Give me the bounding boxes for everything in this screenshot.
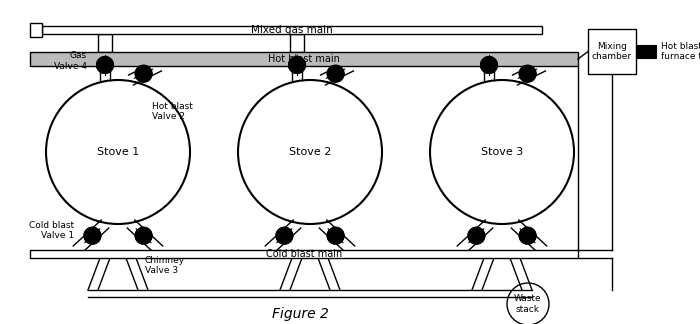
Polygon shape — [332, 65, 344, 81]
Polygon shape — [87, 227, 101, 242]
Polygon shape — [519, 66, 531, 82]
Text: Cold blast
Valve 1: Cold blast Valve 1 — [29, 221, 74, 240]
Polygon shape — [481, 65, 497, 73]
Bar — [30, 250, 578, 258]
Bar — [588, 29, 636, 74]
Polygon shape — [135, 66, 147, 82]
Bar — [30, 23, 42, 37]
Polygon shape — [135, 227, 149, 242]
Text: Mixing
chamber: Mixing chamber — [592, 42, 632, 61]
Bar — [30, 52, 578, 66]
Bar — [636, 45, 656, 58]
Text: Stove 2: Stove 2 — [289, 147, 331, 157]
Text: Figure 2: Figure 2 — [272, 307, 328, 321]
Polygon shape — [328, 227, 342, 242]
Polygon shape — [524, 65, 536, 81]
Polygon shape — [140, 65, 152, 81]
Polygon shape — [522, 230, 536, 244]
Polygon shape — [481, 57, 497, 65]
Text: Hot blast
Valve 2: Hot blast Valve 2 — [152, 102, 193, 121]
Polygon shape — [276, 230, 290, 244]
Text: Chimney
Valve 3: Chimney Valve 3 — [145, 256, 185, 275]
Polygon shape — [97, 65, 113, 73]
Bar — [42, 26, 542, 34]
Polygon shape — [519, 227, 533, 242]
Text: Waste
stack: Waste stack — [514, 294, 542, 314]
Polygon shape — [470, 227, 484, 242]
Text: Stove 1: Stove 1 — [97, 147, 139, 157]
Text: Gas
Valve 4: Gas Valve 4 — [54, 51, 87, 71]
Polygon shape — [279, 227, 293, 242]
Polygon shape — [330, 230, 344, 244]
Text: Hot blast main: Hot blast main — [268, 54, 340, 64]
Polygon shape — [138, 230, 152, 244]
Bar — [98, 34, 112, 52]
Text: Hot blast to
furnace tuyeres: Hot blast to furnace tuyeres — [661, 42, 700, 61]
Text: Stove 3: Stove 3 — [481, 147, 523, 157]
Polygon shape — [468, 230, 482, 244]
Polygon shape — [328, 66, 340, 82]
Polygon shape — [288, 57, 305, 65]
Polygon shape — [97, 57, 113, 65]
Bar — [290, 34, 304, 52]
Polygon shape — [84, 230, 98, 244]
Text: Mixed gas main: Mixed gas main — [251, 25, 333, 35]
Polygon shape — [288, 65, 305, 73]
Text: Cold blast main: Cold blast main — [266, 249, 342, 259]
